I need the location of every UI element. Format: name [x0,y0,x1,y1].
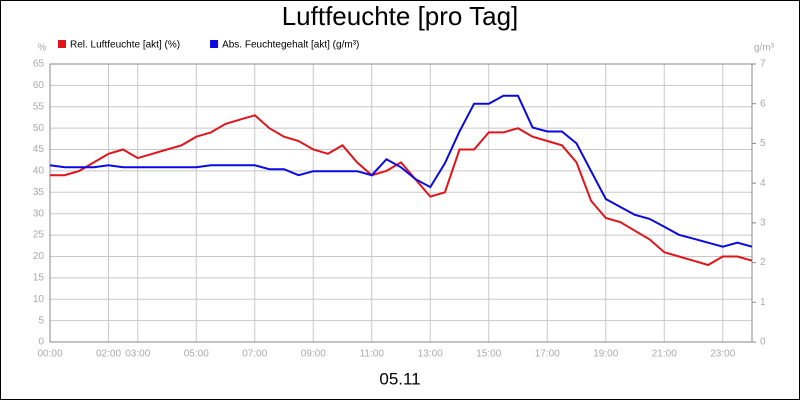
y2-tick-label: 6 [760,98,766,109]
legend-swatch [210,40,219,48]
x-tick-label: 09:00 [301,349,326,360]
legend-label: Abs. Feuchtegehalt [akt] (g/m³) [222,40,359,51]
y2-axis-label: g/m³ [754,43,775,54]
y2-tick-label: 5 [760,138,766,149]
y2-tick-label: 2 [760,257,766,268]
y-tick-label: 40 [33,166,45,177]
x-tick-label: 07:00 [242,349,267,360]
y2-tick-label: 1 [760,297,766,308]
y-tick-label: 55 [33,101,45,112]
y-axis-label: % [38,43,47,54]
x-tick-label: 13:00 [418,349,443,360]
y-tick-label: 25 [33,230,45,241]
x-tick-label: 11:00 [360,349,385,360]
y-tick-label: 50 [33,123,45,134]
y-tick-label: 20 [33,251,45,262]
chart-title: Luftfeuchte [pro Tag] [282,1,519,31]
y-tick-label: 45 [33,144,45,155]
y-tick-label: 10 [33,294,45,305]
y-tick-label: 15 [33,272,45,283]
y2-tick-label: 4 [760,178,766,189]
x-tick-label: 03:00 [125,349,150,360]
y-tick-label: 35 [33,187,45,198]
legend-swatch [58,40,66,48]
x-axis-label: 05.11 [379,369,420,388]
y2-tick-label: 3 [760,217,766,228]
y2-tick-label: 0 [760,337,766,348]
x-tick-label: 23:00 [710,349,735,360]
x-tick-label: 05:00 [184,349,209,360]
line-series [49,94,753,248]
x-tick-label: 15:00 [476,349,501,360]
legend-label: Rel. Luftfeuchte [akt] (%) [70,40,180,51]
y-tick-label: 65 [33,59,45,70]
line-series [50,114,753,267]
y-tick-label: 60 [33,80,45,91]
y-tick-label: 5 [38,315,44,326]
y-tick-label: 30 [33,208,45,219]
x-tick-label: 17:00 [535,349,560,360]
y2-tick-label: 7 [760,59,766,70]
y-tick-label: 0 [38,337,44,348]
x-tick-label: 19:00 [593,349,618,360]
x-tick-label: 02:00 [96,349,121,360]
x-tick-label: 21:00 [652,349,677,360]
x-tick-label: 00:00 [37,349,62,360]
plot-border [49,63,753,343]
